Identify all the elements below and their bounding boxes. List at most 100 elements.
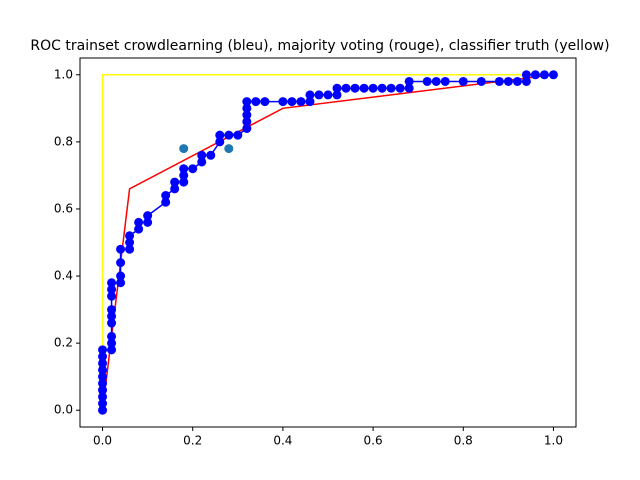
point — [323, 90, 333, 100]
point — [260, 97, 270, 107]
x-tick-label: 1.0 — [544, 434, 563, 448]
point — [368, 83, 378, 93]
point — [422, 76, 432, 86]
y-tick-label: 0.8 — [54, 134, 73, 148]
x-tick-label: 0.4 — [273, 434, 292, 448]
point — [332, 83, 342, 93]
point — [404, 83, 414, 93]
point — [350, 83, 360, 93]
point — [125, 231, 135, 241]
point — [98, 365, 108, 375]
point — [287, 97, 297, 107]
point — [170, 177, 180, 187]
point — [215, 130, 225, 140]
x-tick-label: 0.6 — [364, 434, 383, 448]
series-line — [101, 74, 554, 411]
y-tick-label: 0.2 — [54, 336, 73, 350]
point — [377, 83, 387, 93]
point — [179, 144, 189, 154]
point — [98, 392, 108, 402]
point — [242, 110, 252, 120]
point — [386, 83, 396, 93]
point — [134, 217, 144, 227]
point — [224, 130, 234, 140]
plot-frame — [79, 57, 577, 428]
point — [125, 244, 135, 254]
point — [341, 83, 351, 93]
point — [296, 97, 306, 107]
point — [251, 97, 261, 107]
point — [197, 150, 207, 160]
point — [188, 164, 198, 174]
point — [125, 238, 135, 247]
point — [242, 123, 252, 133]
point — [305, 90, 315, 100]
point — [242, 117, 252, 127]
point — [170, 184, 180, 194]
point — [107, 331, 117, 341]
point — [98, 399, 108, 409]
point — [179, 177, 189, 187]
point — [215, 137, 225, 147]
series-line — [101, 74, 554, 411]
point — [116, 244, 126, 254]
point — [161, 191, 171, 201]
point — [134, 224, 144, 234]
point — [242, 103, 252, 113]
chart-title: ROC trainset crowdlearning (bleu), major… — [30, 38, 609, 54]
point — [107, 311, 117, 321]
point — [233, 130, 243, 140]
point — [98, 385, 108, 395]
point — [503, 76, 513, 86]
point — [404, 76, 414, 86]
point — [512, 76, 522, 86]
point — [539, 70, 549, 80]
point — [161, 197, 171, 207]
point — [179, 164, 189, 174]
point — [98, 345, 108, 355]
point — [116, 278, 126, 288]
point — [494, 76, 504, 86]
point — [98, 372, 108, 382]
point — [143, 211, 153, 221]
x-tick-label: 0.8 — [454, 434, 473, 448]
point — [521, 70, 531, 80]
x-tick-label: 0.0 — [93, 434, 112, 448]
point — [305, 97, 315, 107]
point — [179, 170, 189, 180]
y-tick-label: 0.4 — [54, 269, 73, 283]
point — [98, 358, 108, 368]
point — [395, 83, 405, 93]
point — [107, 284, 117, 294]
point — [98, 378, 108, 388]
point — [107, 305, 117, 315]
point — [278, 97, 288, 107]
x-tick-label: 0.2 — [183, 434, 202, 448]
point — [116, 258, 126, 268]
point — [116, 271, 126, 281]
y-tick-label: 0.0 — [54, 403, 73, 417]
point — [242, 97, 252, 107]
point — [440, 76, 450, 86]
point — [143, 217, 153, 227]
y-tick-label: 1.0 — [54, 67, 73, 81]
point — [98, 352, 108, 362]
y-tick-label: 0.6 — [54, 201, 73, 215]
point — [224, 144, 234, 154]
point — [476, 76, 486, 86]
point — [107, 345, 117, 355]
point — [98, 405, 108, 415]
point — [206, 150, 216, 160]
point — [431, 76, 441, 86]
point — [548, 70, 558, 80]
point — [314, 90, 324, 100]
point — [107, 291, 117, 301]
point — [332, 90, 342, 100]
point — [107, 278, 117, 288]
point — [521, 76, 531, 86]
point — [197, 157, 207, 167]
point — [458, 76, 468, 86]
series-line — [101, 74, 554, 411]
point — [107, 318, 117, 328]
